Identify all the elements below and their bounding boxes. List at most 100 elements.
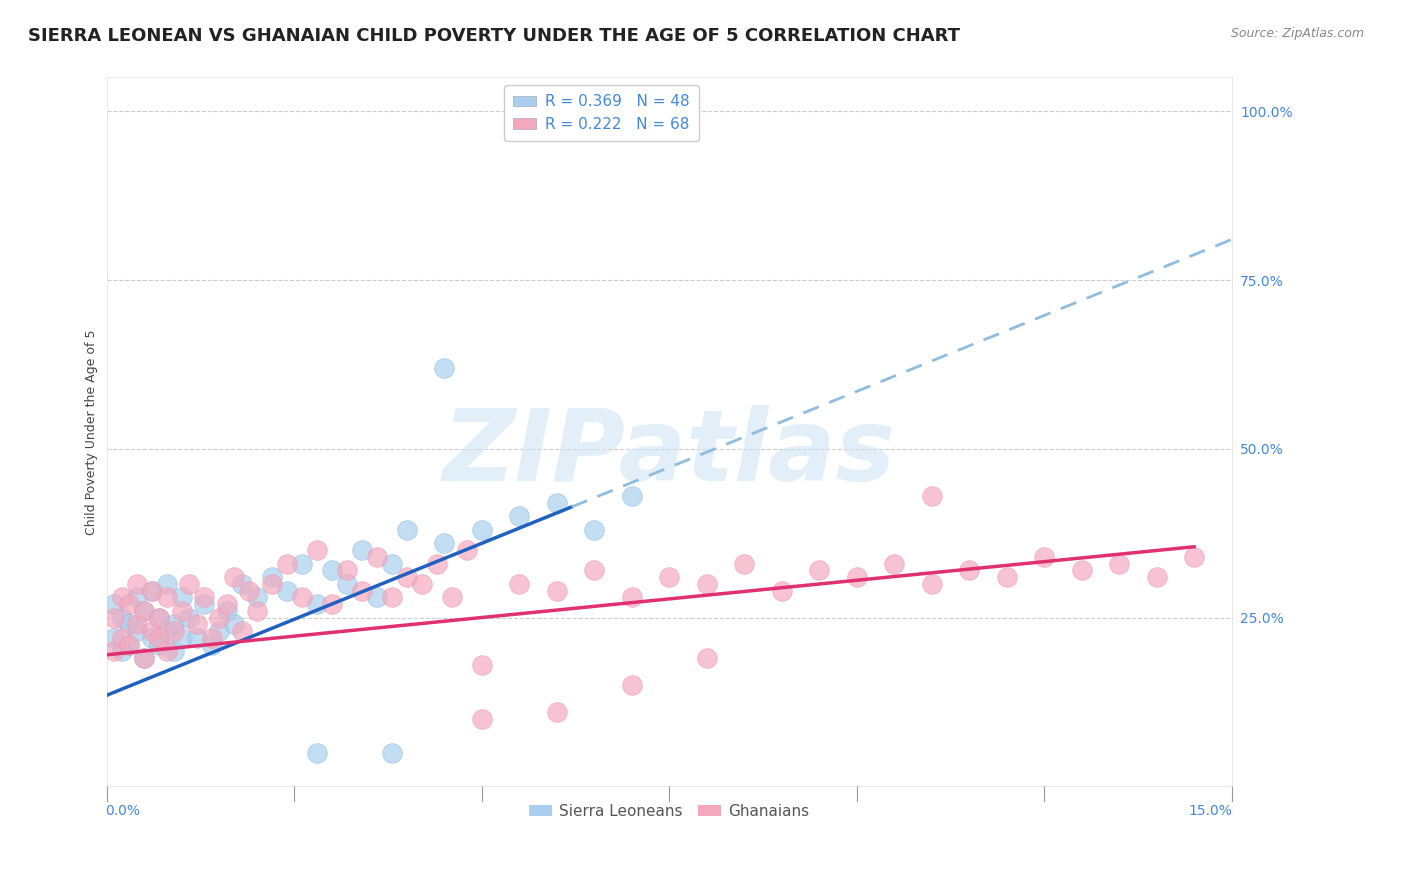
Point (381, 557, 404, 571)
Point (433, 360, 456, 375)
Point (201, 638, 224, 652)
Point (148, 610, 170, 624)
Point (995, 570, 1018, 584)
Point (411, 577, 433, 591)
Text: SIERRA LEONEAN VS GHANAIAN CHILD POVERTY UNDER THE AGE OF 5 CORRELATION CHART: SIERRA LEONEAN VS GHANAIAN CHILD POVERTY… (28, 27, 960, 45)
Point (1182, 549, 1205, 564)
Point (163, 644, 186, 658)
Point (163, 624, 186, 639)
Point (141, 583, 163, 598)
Point (103, 644, 125, 658)
Point (546, 705, 568, 719)
Point (276, 557, 298, 571)
Point (134, 604, 156, 618)
Point (111, 644, 134, 658)
Text: 15.0%: 15.0% (1189, 805, 1233, 818)
Point (134, 651, 156, 665)
Point (215, 597, 238, 611)
Text: 0.0%: 0.0% (105, 805, 141, 818)
Point (366, 549, 388, 564)
Point (471, 712, 494, 726)
Point (224, 570, 246, 584)
Point (170, 631, 193, 645)
Point (456, 543, 478, 558)
Point (336, 577, 359, 591)
Point (193, 591, 215, 605)
Point (246, 604, 269, 618)
Point (733, 557, 755, 571)
Point (260, 570, 283, 584)
Point (134, 604, 156, 618)
Point (350, 543, 373, 558)
Point (103, 597, 125, 611)
Point (156, 591, 179, 605)
Point (770, 583, 793, 598)
Point (118, 638, 141, 652)
Point (141, 624, 163, 639)
Point (163, 617, 186, 632)
Point (193, 597, 215, 611)
Point (103, 631, 125, 645)
Point (141, 631, 163, 645)
Point (395, 523, 418, 537)
Point (201, 631, 224, 645)
Point (170, 604, 193, 618)
Point (291, 591, 314, 605)
Point (305, 543, 328, 558)
Point (583, 523, 606, 537)
Point (231, 624, 253, 639)
Legend: Sierra Leoneans, Ghanaians: Sierra Leoneans, Ghanaians (523, 797, 815, 825)
Point (381, 746, 404, 760)
Point (808, 563, 831, 577)
Point (276, 583, 298, 598)
Point (179, 577, 201, 591)
Point (471, 657, 494, 672)
Point (957, 563, 980, 577)
Point (350, 583, 373, 598)
Point (291, 557, 314, 571)
Point (546, 583, 568, 598)
Point (111, 631, 134, 645)
Point (118, 597, 141, 611)
Text: Source: ZipAtlas.com: Source: ZipAtlas.com (1230, 27, 1364, 40)
Point (696, 651, 718, 665)
Point (231, 577, 253, 591)
Point (260, 577, 283, 591)
Point (125, 577, 148, 591)
Point (238, 583, 260, 598)
Point (1033, 549, 1056, 564)
Point (440, 591, 463, 605)
Point (170, 591, 193, 605)
Point (246, 591, 269, 605)
Point (305, 746, 328, 760)
Point (336, 563, 359, 577)
Point (1070, 563, 1092, 577)
Point (620, 678, 643, 692)
Point (508, 509, 530, 524)
Point (148, 610, 170, 624)
Point (111, 591, 134, 605)
Point (208, 624, 231, 639)
Point (471, 523, 494, 537)
Point (366, 591, 388, 605)
Point (125, 624, 148, 639)
Point (118, 638, 141, 652)
Point (111, 610, 134, 624)
Point (620, 489, 643, 503)
Point (179, 610, 201, 624)
Point (118, 617, 141, 632)
Point (208, 610, 231, 624)
Point (156, 644, 179, 658)
Point (156, 624, 179, 639)
Point (148, 631, 170, 645)
Point (426, 557, 449, 571)
Point (381, 591, 404, 605)
Point (921, 577, 943, 591)
Point (508, 577, 530, 591)
Point (125, 591, 148, 605)
Point (1146, 570, 1168, 584)
Point (395, 570, 418, 584)
Point (148, 638, 170, 652)
Point (883, 557, 905, 571)
Point (134, 651, 156, 665)
